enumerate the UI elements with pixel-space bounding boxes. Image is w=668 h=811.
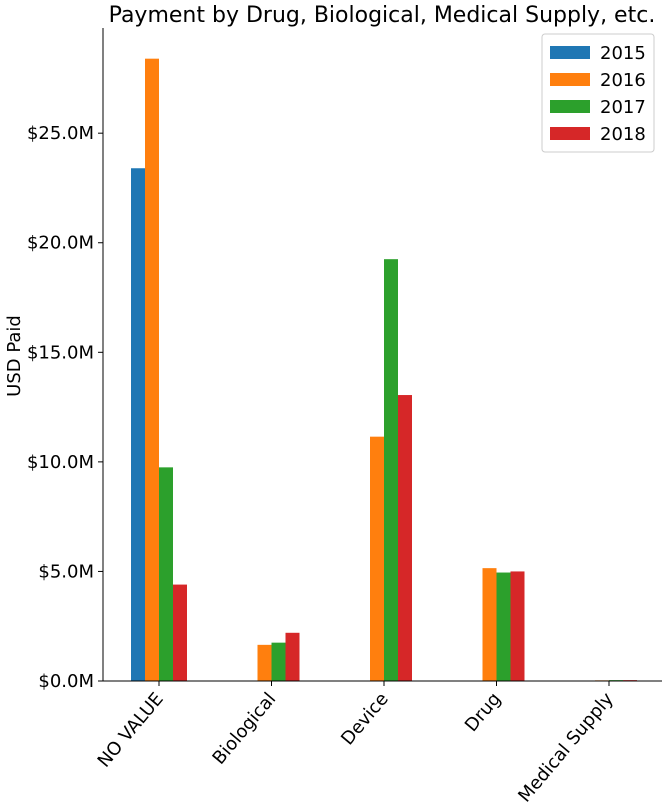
bar-2016-no-value — [145, 58, 159, 681]
bar-2018-drug — [510, 571, 525, 681]
y-tick-label: $15.0M — [27, 342, 94, 363]
legend-swatch-2018 — [550, 127, 590, 140]
bar-2017-device — [384, 259, 398, 681]
y-axis-label: USD Paid — [4, 315, 25, 397]
legend-label-2017: 2017 — [600, 97, 646, 118]
bar-2018-no-value — [173, 584, 187, 681]
x-tick-label: Drug — [461, 689, 505, 736]
legend-swatch-2017 — [550, 100, 590, 113]
bar-2016-drug — [482, 568, 497, 681]
legend-swatch-2015 — [550, 46, 590, 59]
bar-2018-biological — [285, 632, 300, 681]
x-tick-label: Device — [337, 689, 393, 750]
y-tick-label: $10.0M — [27, 452, 94, 473]
legend-label-2016: 2016 — [600, 70, 646, 91]
legend-label-2018: 2018 — [600, 124, 646, 145]
bar-2017-no-value — [159, 467, 173, 681]
x-tick-label: Medical Supply — [514, 688, 618, 806]
y-tick-label: $0.0M — [38, 671, 94, 692]
bar-2017-drug — [496, 572, 511, 681]
x-tick-label: NO VALUE — [94, 689, 168, 772]
bar-2017-biological — [271, 642, 286, 681]
legend-frame — [541, 33, 655, 153]
x-tick-label: Biological — [208, 689, 280, 769]
y-tick-label: $25.0M — [27, 123, 94, 144]
bar-2016-device — [370, 436, 384, 681]
legend-swatch-2016 — [550, 73, 590, 86]
bar-2015-no-value — [131, 168, 145, 682]
chart-title: Payment by Drug, Biological, Medical Sup… — [109, 3, 656, 28]
y-tick-label: $5.0M — [38, 561, 94, 582]
legend: 2015 2016 2017 2018 — [541, 33, 655, 153]
y-tick-label: $20.0M — [27, 233, 94, 254]
legend-label-2015: 2015 — [600, 43, 646, 64]
bar-2018-device — [398, 395, 412, 681]
bar-2016-biological — [257, 644, 272, 681]
